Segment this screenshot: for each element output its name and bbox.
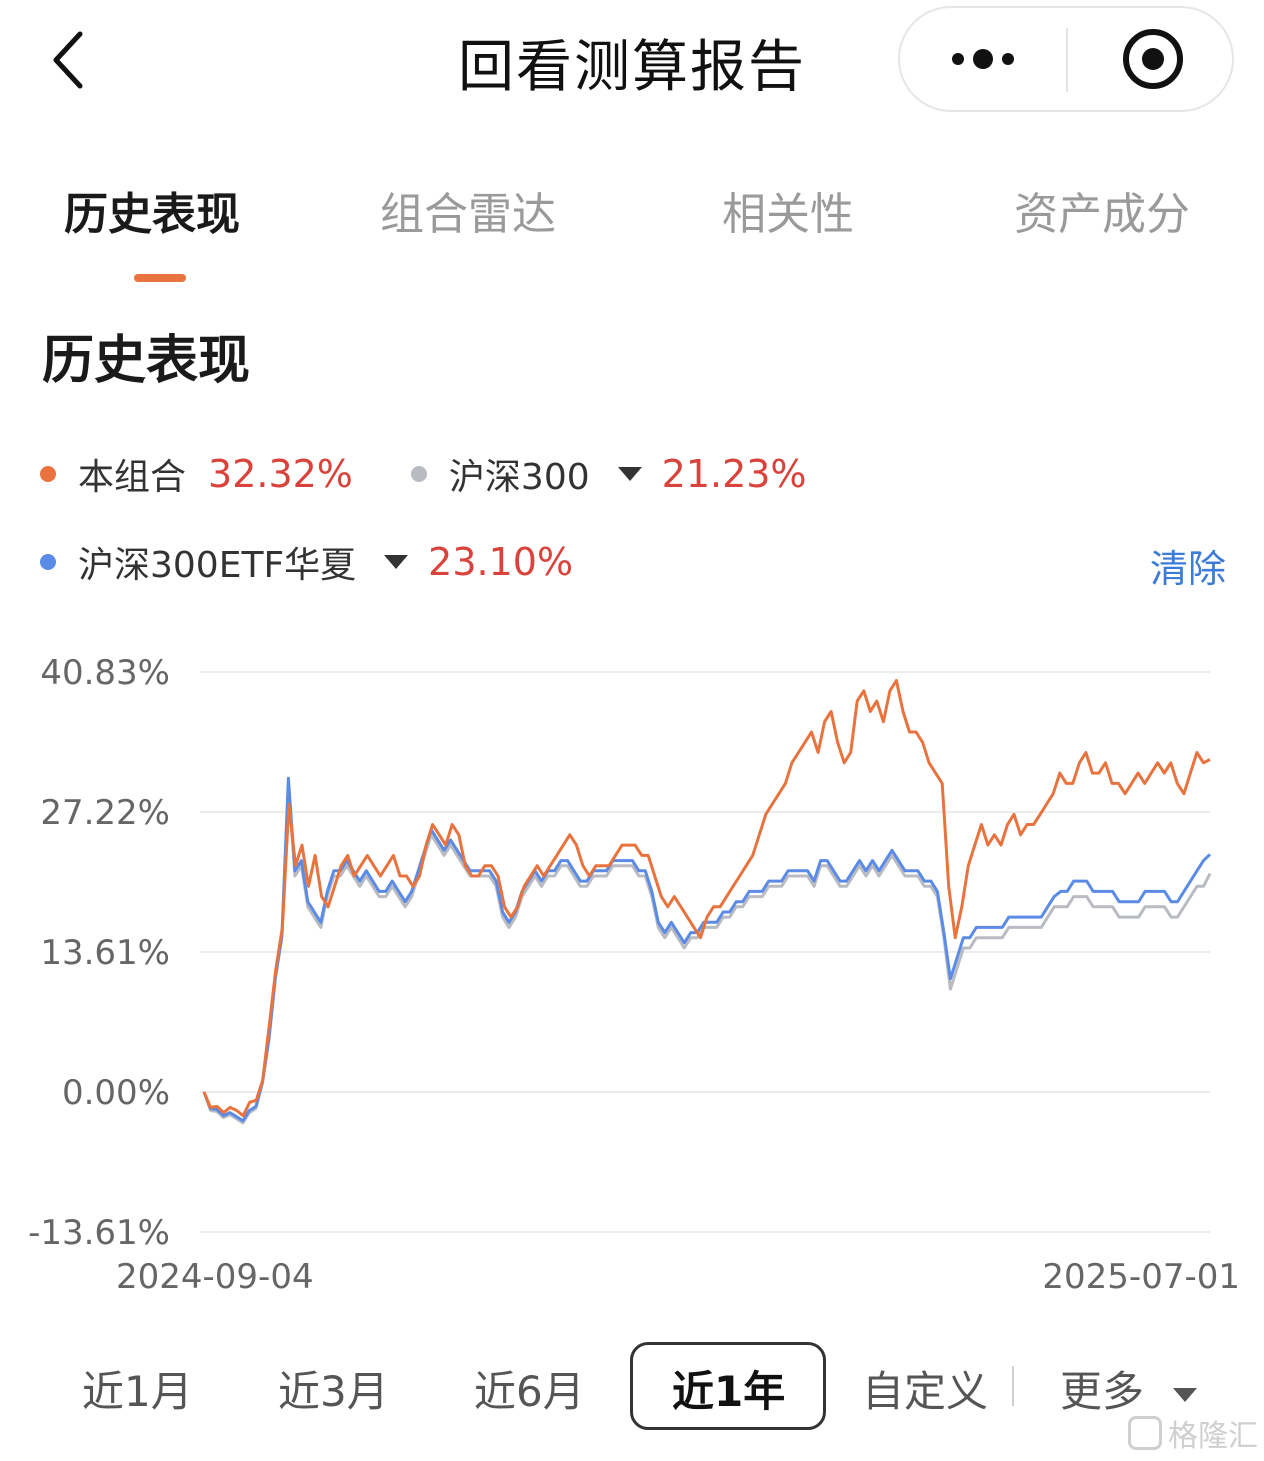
series-line-csi300 — [202, 781, 1212, 1125]
clear-button[interactable]: 清除 — [1150, 547, 1227, 591]
tab-radar[interactable]: 组合雷达 — [380, 189, 556, 240]
back-button[interactable] — [40, 24, 104, 96]
y-tick-label: 27.22% — [40, 793, 170, 833]
legend-name-portfolio: 本组合 — [78, 457, 187, 498]
y-tick-label: 40.83% — [40, 653, 170, 693]
target-icon — [1123, 29, 1183, 89]
tab-indicator — [134, 274, 186, 282]
more-button[interactable] — [920, 20, 1046, 96]
dropdown-caret-icon[interactable] — [617, 467, 642, 481]
tab-history[interactable]: 历史表现 — [64, 189, 240, 240]
legend-dot-portfolio — [40, 466, 56, 482]
y-tick-label: 13.61% — [40, 933, 170, 973]
legend-dot-bench2 — [40, 554, 56, 570]
range-more-button[interactable]: 更多 — [1060, 1358, 1198, 1419]
more-dots-icon — [952, 49, 1014, 69]
chevron-down-icon — [1173, 1387, 1198, 1402]
watermark-logo-icon — [1128, 1416, 1162, 1450]
watermark: 格隆汇 — [1128, 1410, 1258, 1456]
range-1y-button[interactable]: 近1年 — [672, 1367, 786, 1416]
legend-name-bench2[interactable]: 沪深300ETF华夏 — [78, 545, 357, 586]
dropdown-caret-icon[interactable] — [384, 555, 409, 569]
x-start-label: 2024-09-04 — [116, 1257, 314, 1297]
range-custom-button[interactable]: 自定义 — [862, 1367, 989, 1416]
capsule-divider — [1066, 28, 1068, 92]
range-more-label: 更多 — [1060, 1367, 1145, 1416]
chevron-left-icon — [53, 31, 83, 89]
y-tick-label: -13.61% — [28, 1213, 170, 1253]
performance-chart: 40.83% 27.22% 13.61% 0.00% -13.61%2024-09-04… — [28, 653, 1240, 1297]
tab-assets[interactable]: 资产成分 — [1014, 189, 1190, 240]
legend-value-portfolio: 32.32% — [208, 452, 353, 496]
y-tick-label: 0.00% — [62, 1073, 170, 1113]
legend-name-bench1[interactable]: 沪深300 — [448, 457, 590, 498]
legend-row-2: 沪深300ETF华夏 23.10% — [40, 532, 573, 592]
range-6m-button[interactable]: 近6月 — [474, 1367, 585, 1416]
legend-value-bench1: 21.23% — [661, 452, 807, 496]
series-line-csi300-etf — [202, 776, 1212, 1123]
range-selected-frame — [630, 1342, 826, 1430]
series-line-portfolio — [202, 679, 1211, 1118]
range-1m-button[interactable]: 近1月 — [82, 1367, 193, 1416]
legend-dot-bench1 — [410, 466, 427, 482]
legend-value-bench2: 23.10% — [428, 540, 574, 584]
watermark-label: 格隆汇 — [1168, 1419, 1258, 1454]
range-3m-button[interactable]: 近3月 — [278, 1367, 389, 1416]
tab-correlation[interactable]: 相关性 — [722, 189, 854, 240]
legend-row-1: 本组合 32.32% 沪深300 21.23% — [40, 444, 807, 504]
range-separator — [1012, 1366, 1014, 1406]
section-title: 历史表现 — [42, 331, 251, 391]
close-button[interactable] — [1100, 20, 1210, 96]
x-end-label: 2025-07-01 — [1042, 1257, 1240, 1297]
